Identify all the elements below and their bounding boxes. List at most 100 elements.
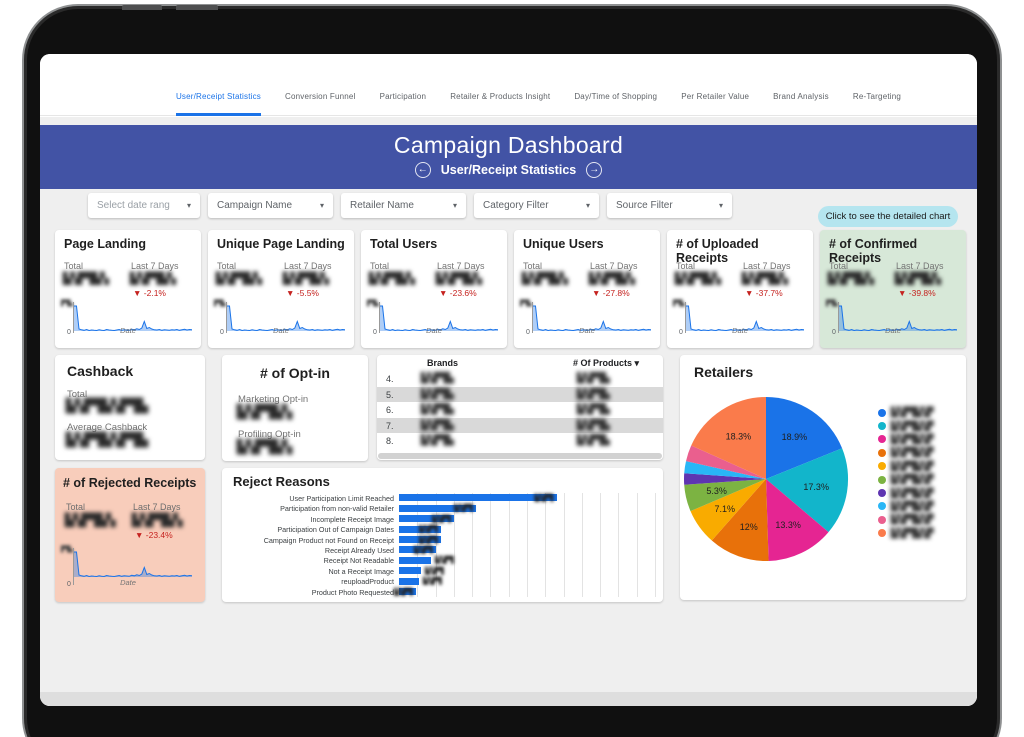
card-title: Reject Reasons [233, 474, 330, 489]
nav-tab-user-receipt-statistics[interactable]: User/Receipt Statistics [175, 86, 262, 116]
y-axis-line [838, 302, 839, 333]
filter-select-date-rang[interactable]: Select date rang ▾ [88, 193, 200, 218]
bar[interactable] [399, 577, 420, 585]
table-scrollbar[interactable] [378, 453, 662, 459]
total-value-masked: ▙▚▛▜▙▚ [216, 273, 262, 285]
legend-item[interactable]: ▙▚▛▜▙▚▛ [878, 513, 933, 526]
bar-row: Campaign Product not Found on Receipt ▙▚… [222, 535, 663, 545]
products-column-header[interactable]: # Of Products ▾ [573, 358, 640, 368]
page-title: Campaign Dashboard [393, 132, 624, 158]
filter-label: Select date rang [97, 200, 170, 211]
row-index: 6. [386, 405, 394, 416]
table-row[interactable]: 4. ▙▚▛▜▙ ▙▚▛▜▙ [377, 371, 663, 387]
legend-item[interactable]: ▙▚▛▜▙▚▛ [878, 486, 933, 499]
x-axis-label: Date [120, 326, 136, 335]
bar-value-masked: ▙▚▛▜ [435, 557, 454, 565]
filter-campaign-name[interactable]: Campaign Name ▾ [208, 193, 333, 218]
bar[interactable] [399, 525, 442, 533]
bar-row: User Participation Limit Reached ▙▚▛▜ [222, 493, 663, 503]
bar[interactable] [399, 504, 477, 512]
legend-label-masked: ▙▚▛▜▙▚▛ [891, 407, 933, 418]
page-subtitle: User/Receipt Statistics [440, 163, 577, 177]
y-axis-tick-masked: ▛▜▙ [61, 301, 73, 307]
bar-row: Not a Receipt Image ▙▚▛▜ [222, 566, 663, 576]
legend-item[interactable]: ▙▚▛▜▙▚▛ [878, 446, 933, 459]
legend-item[interactable]: ▙▚▛▜▙▚▛ [878, 527, 933, 540]
y-axis-tick-masked: ▛▜▙ [61, 547, 73, 553]
legend-item[interactable]: ▙▚▛▜▙▚▛ [878, 500, 933, 513]
y-axis-tick-masked: ▛▜▙ [826, 301, 838, 307]
bar-value-masked: ▙▚▛▜ [432, 515, 451, 523]
bar[interactable] [399, 535, 442, 543]
card-title: Total Users [370, 237, 438, 251]
next-page-button[interactable]: → [586, 162, 603, 178]
gridline [563, 493, 565, 597]
brand-cell-masked: ▙▚▛▜▙ [421, 404, 454, 416]
table-row[interactable]: 5. ▙▚▛▜▙ ▙▚▛▜▙ [377, 386, 663, 403]
card-title: Retailers [694, 364, 754, 380]
legend-item[interactable]: ▙▚▛▜▙▚▛ [878, 406, 933, 419]
legend-item[interactable]: ▙▚▛▜▙▚▛ [878, 460, 933, 473]
gridline [600, 493, 602, 597]
nav-tab-per-retailer-value[interactable]: Per Retailer Value [681, 92, 750, 101]
y-axis-zero: 0 [220, 329, 224, 336]
bar-row: Receipt Already Used ▙▚▛▜ [222, 545, 663, 555]
sparkline-chart: ▛▜▙ 0 Date [61, 301, 195, 336]
y-axis-zero: 0 [679, 329, 683, 336]
opt-in-card: # of Opt-in Marketing Opt-in ▙▚▛▜▙▚ Prof… [222, 355, 368, 461]
table-row[interactable]: 8. ▙▚▛▜▙ ▙▚▛▜▙ [377, 433, 663, 449]
filter-source-filter[interactable]: Source Filter ▾ [607, 193, 732, 218]
legend-item[interactable]: ▙▚▛▜▙▚▛ [878, 419, 933, 432]
bar-row: Receipt Not Readable ▙▚▛▜ [222, 555, 663, 565]
bar[interactable] [399, 587, 417, 595]
change-badge: ▼ -23.4% [135, 530, 173, 540]
last7-label: Last 7 Days [590, 261, 638, 271]
rejected-receipts-card: # of Rejected Receipts Total Last 7 Days… [55, 468, 205, 602]
nav-tab-conversion-funnel[interactable]: Conversion Funnel [285, 92, 356, 101]
bar[interactable] [399, 494, 557, 502]
total-label: Total [523, 261, 543, 271]
bar-category-label: Receipt Already Used [324, 546, 394, 555]
legend-label-masked: ▙▚▛▜▙▚▛ [891, 487, 933, 498]
previous-page-button[interactable]: ← [414, 162, 431, 178]
retailers-pie-chart[interactable]: 18.9% 17.3% 13.3% 12% 7.1% 5.3% 18.3% [682, 395, 850, 563]
x-axis-label: Date [579, 326, 595, 335]
bar[interactable] [399, 515, 455, 523]
card-title: Unique Page Landing [217, 237, 345, 251]
nav-tab-brand-analysis[interactable]: Brand Analysis [773, 92, 829, 101]
table-row[interactable]: 6. ▙▚▛▜▙ ▙▚▛▜▙ [377, 402, 663, 418]
change-badge: ▼ -5.5% [286, 288, 319, 298]
reject-reasons-bar-chart: User Participation Limit Reached ▙▚▛▜ Pa… [222, 493, 663, 597]
nav-tab-re-targeting[interactable]: Re-Targeting [852, 92, 902, 101]
filter-retailer-name[interactable]: Retailer Name ▾ [341, 193, 466, 218]
average-cashback-value-masked: ▙▚▛▜▙▚▛▜▙ [66, 432, 148, 447]
brands-column-header: Brands [427, 358, 459, 368]
sparkline-chart: ▛▜▙ 0 Date [61, 547, 195, 588]
y-axis-line [226, 302, 227, 333]
legend-label-masked: ▙▚▛▜▙▚▛ [891, 527, 933, 538]
last7-label: Last 7 Days [743, 261, 791, 271]
legend-item[interactable]: ▙▚▛▜▙▚▛ [878, 433, 933, 446]
detail-chart-button[interactable]: Click to see the detailed chart [818, 206, 958, 227]
total-label: Total [829, 261, 849, 271]
bar[interactable] [399, 556, 432, 564]
table-row[interactable]: 7. ▙▚▛▜▙ ▙▚▛▜▙ [377, 417, 663, 434]
legend-color-dot [878, 422, 886, 431]
bar-value-masked: ▙▚▛▜ [454, 505, 473, 513]
gridline [545, 493, 547, 597]
bar-row: reuploadProduct ▙▚▛▜ [222, 576, 663, 586]
row-index: 4. [386, 374, 394, 384]
bar[interactable] [399, 567, 422, 575]
nav-tab-day-time-of-shopping[interactable]: Day/Time of Shopping [574, 92, 658, 101]
bar-category-label: Participation from non-valid Retailer [280, 504, 394, 514]
filter-label: Source Filter [616, 200, 673, 211]
stat-card: Page Landing Total Last 7 Days ▙▚▛▜▙▚ ▙▚… [55, 230, 201, 348]
legend-item[interactable]: ▙▚▛▜▙▚▛ [878, 473, 933, 486]
nav-tab-retailer-products-insight[interactable]: Retailer & Products Insight [450, 92, 551, 101]
filter-category-filter[interactable]: Category Filter ▾ [474, 193, 599, 218]
tablet-volume-button [122, 5, 162, 10]
nav-tab-participation[interactable]: Participation [379, 92, 427, 101]
bar[interactable] [399, 546, 437, 554]
bar-category-label: Participation Out of Campaign Dates [277, 525, 394, 535]
y-axis-zero: 0 [67, 329, 71, 336]
